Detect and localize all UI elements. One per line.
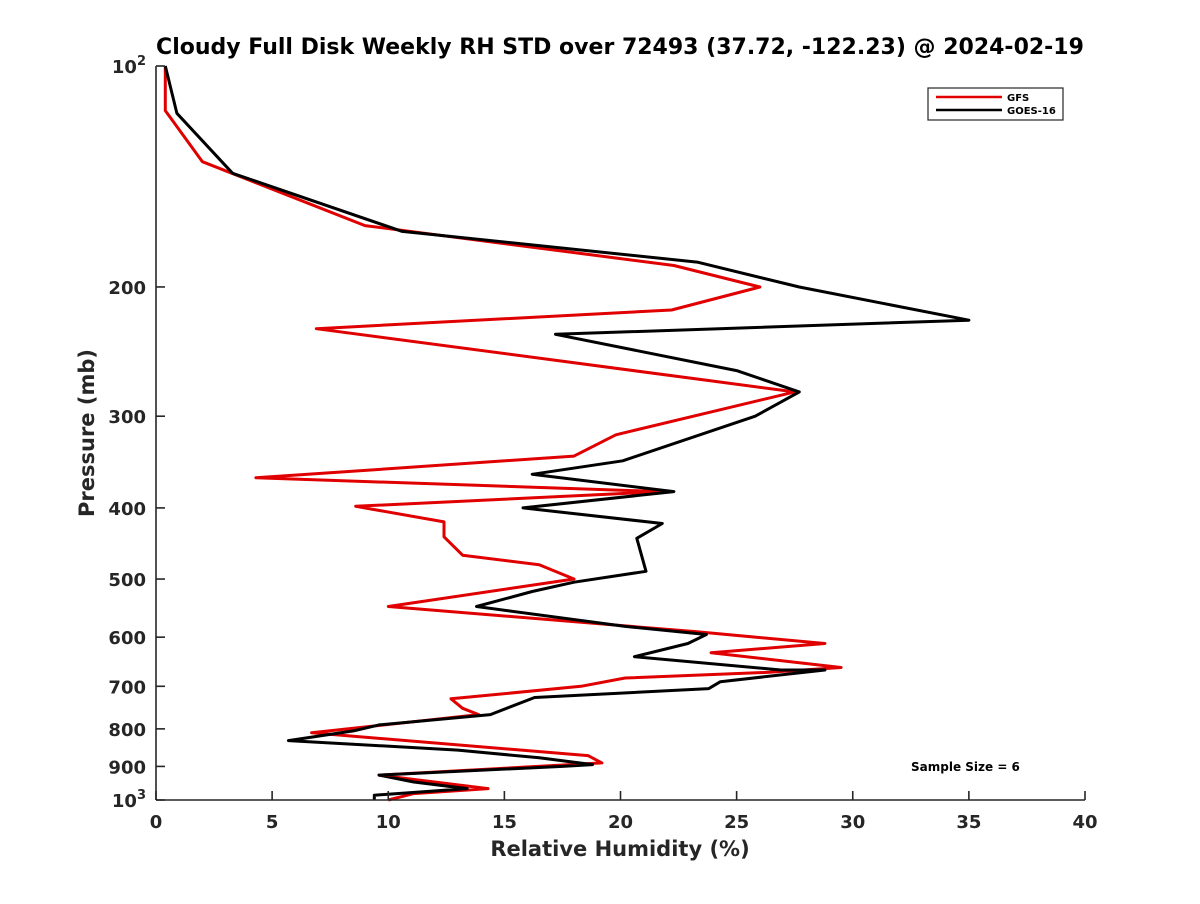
y-tick-label: 600	[108, 628, 146, 649]
legend-label-gfs: GFS	[1007, 93, 1029, 104]
x-tick-label: 0	[150, 812, 163, 833]
x-tick-label: 25	[724, 812, 749, 833]
chart-title: Cloudy Full Disk Weekly RH STD over 7249…	[156, 35, 1084, 60]
series-line-gfs	[163, 66, 843, 802]
series-lines	[163, 65, 971, 802]
y-axis-ticks: 102 200 300 400 500 600 700 800 900 103	[108, 54, 165, 812]
y-tick-label: 500	[108, 570, 146, 591]
x-axis-label: Relative Humidity (%)	[490, 837, 749, 861]
y-tick-label: 700	[108, 677, 146, 698]
y-tick-label: 300	[108, 407, 146, 428]
y-tick-label: 400	[108, 499, 146, 520]
x-tick-label: 10	[376, 812, 401, 833]
y-tick-label: 900	[108, 757, 146, 778]
y-tick-label: 102	[112, 54, 146, 78]
x-tick-label: 40	[1072, 812, 1097, 833]
y-tick-label: 103	[112, 788, 146, 812]
x-tick-label: 15	[492, 812, 517, 833]
x-tick-label: 20	[608, 812, 633, 833]
x-tick-label: 30	[840, 812, 865, 833]
y-tick-label: 800	[108, 720, 146, 741]
y-axis-label: Pressure (mb)	[75, 349, 99, 517]
y-tick-label: 200	[108, 278, 146, 299]
x-axis-ticks: 0 5 10 15 20 25 30 35 40	[150, 791, 1098, 833]
legend: GFS GOES-16	[927, 87, 1064, 121]
legend-label-goes16: GOES-16	[1007, 106, 1056, 117]
sample-size-annotation: Sample Size = 6	[911, 760, 1020, 774]
legend-box	[927, 87, 1064, 121]
x-tick-label: 35	[956, 812, 981, 833]
x-tick-label: 5	[266, 812, 279, 833]
series-line-goes16	[163, 65, 971, 800]
